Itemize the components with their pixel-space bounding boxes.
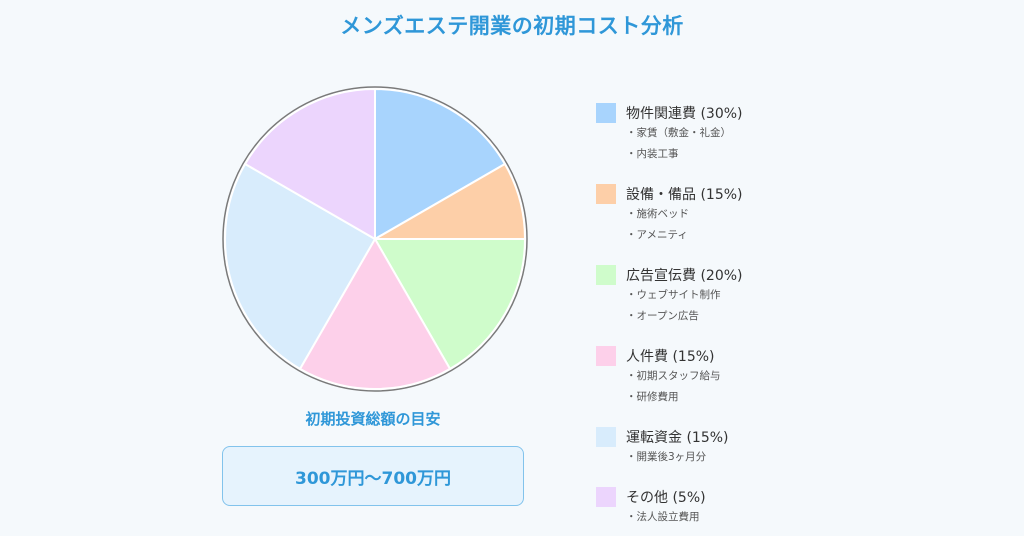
- legend-sub-item: ウェブサイト制作: [596, 285, 743, 306]
- legend-header: 設備・備品 (15%): [596, 184, 743, 204]
- legend-sub-list: 開業後3ヶ月分: [596, 447, 729, 468]
- legend-item: 広告宣伝費 (20%)ウェブサイト制作オープン広告: [596, 265, 743, 327]
- legend-label: その他 (5%): [626, 490, 706, 506]
- legend-label: 人件費 (15%): [626, 349, 715, 365]
- legend-item: 設備・備品 (15%)施術ベッドアメニティ: [596, 184, 743, 246]
- legend-item: 運転資金 (15%)開業後3ヶ月分: [596, 427, 729, 468]
- legend-header: 物件関連費 (30%): [596, 103, 743, 123]
- legend-sub-list: 家賃（敷金・礼金）内装工事: [596, 123, 743, 165]
- pie-slice: [374, 87, 507, 241]
- total-investment-label: 初期投資総額の目安: [305, 410, 441, 428]
- legend-swatch: [596, 346, 616, 366]
- legend-sub-item: 内装工事: [596, 144, 743, 165]
- legend-sub-item: 研修費用: [596, 387, 721, 408]
- legend-header: 人件費 (15%): [596, 346, 721, 366]
- pie-outline: [222, 86, 528, 392]
- legend-item: 物件関連費 (30%)家賃（敷金・礼金）内装工事: [596, 103, 743, 165]
- pie-slice: [243, 87, 376, 241]
- legend-label: 設備・備品 (15%): [626, 187, 743, 203]
- legend-sub-item: 施術ベッド: [596, 204, 743, 225]
- legend-sub-item: 家賃（敷金・礼金）: [596, 123, 743, 144]
- legend-header: 広告宣伝費 (20%): [596, 265, 743, 285]
- legend-sub-list: 施術ベッドアメニティ: [596, 204, 743, 246]
- legend-sub-list: 法人設立費用: [596, 507, 706, 528]
- total-investment-value: 300万円〜700万円: [295, 468, 451, 489]
- pie-slice: [373, 238, 527, 371]
- pie-slice: [298, 237, 452, 390]
- legend-sub-item: 初期スタッフ給与: [596, 366, 721, 387]
- legend-label: 広告宣伝費 (20%): [626, 268, 743, 284]
- legend-sub-item: 法人設立費用: [596, 507, 706, 528]
- legend-swatch: [596, 103, 616, 123]
- legend-sub-list: 初期スタッフ給与研修費用: [596, 366, 721, 408]
- legend-header: 運転資金 (15%): [596, 427, 729, 447]
- chart-title: メンズエステ開業の初期コスト分析: [340, 14, 684, 38]
- legend-sub-item: アメニティ: [596, 225, 743, 246]
- legend-sub-list: ウェブサイト制作オープン広告: [596, 285, 743, 327]
- legend-sub-item: オープン広告: [596, 306, 743, 327]
- legend-header: その他 (5%): [596, 487, 706, 507]
- legend-label: 運転資金 (15%): [626, 430, 729, 446]
- legend-item: 人件費 (15%)初期スタッフ給与研修費用: [596, 346, 721, 408]
- legend-swatch: [596, 427, 616, 447]
- legend-swatch: [596, 265, 616, 285]
- legend-swatch: [596, 487, 616, 507]
- legend-swatch: [596, 184, 616, 204]
- pie-slices: [224, 87, 527, 390]
- pie-slice: [224, 162, 377, 371]
- legend-item: その他 (5%)法人設立費用: [596, 487, 706, 528]
- pie-chart: [222, 86, 528, 392]
- legend-sub-item: 開業後3ヶ月分: [596, 447, 729, 468]
- legend-label: 物件関連費 (30%): [626, 106, 743, 122]
- total-investment-box: 300万円〜700万円: [222, 446, 524, 506]
